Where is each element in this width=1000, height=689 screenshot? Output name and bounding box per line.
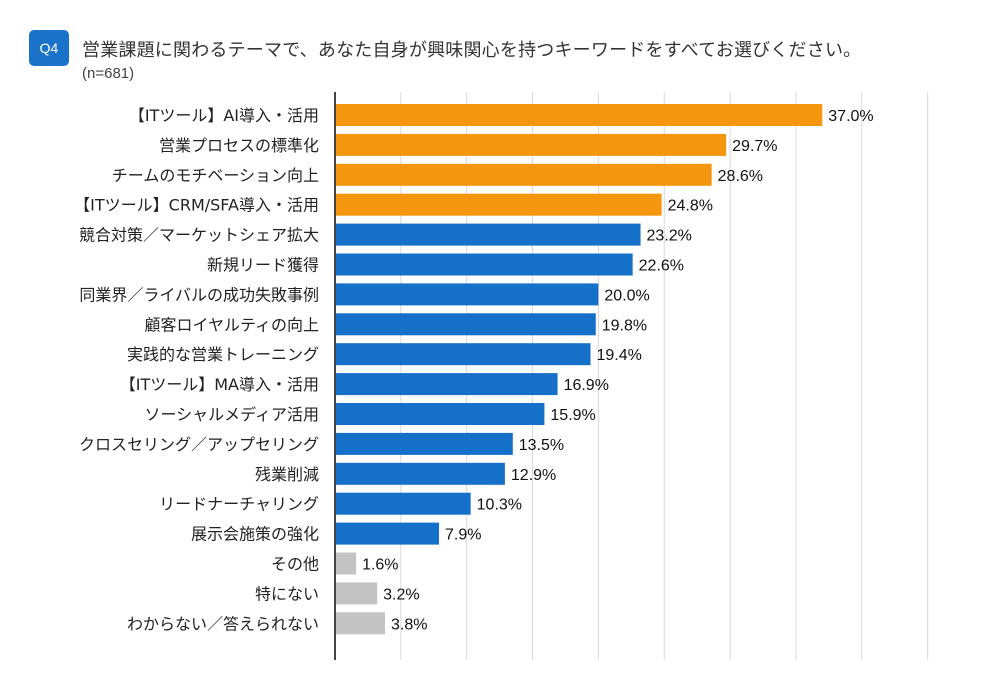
value-label: 16.9% [564, 377, 609, 394]
bar [335, 133, 727, 156]
value-label: 3.8% [391, 616, 427, 633]
bar [335, 462, 505, 485]
bar [335, 104, 823, 126]
bar [335, 612, 386, 635]
bar [335, 403, 545, 425]
value-label: 24.8% [668, 198, 713, 215]
value-label: 19.8% [602, 317, 647, 334]
value-label: 15.9% [550, 407, 595, 424]
question-title: 営業課題に関わるテーマで、あなた自身が興味関心を持つキーワードをすべてお選びくだ… [82, 40, 862, 61]
bar [335, 552, 357, 575]
bar [335, 283, 599, 306]
value-label: 1.6% [362, 557, 398, 574]
category-label: ソーシャルメディア活用 [144, 405, 319, 424]
category-label: リードナーチャリング [159, 495, 319, 514]
category-label: 同業界／ライバルの成功失敗事例 [79, 285, 319, 304]
bar [335, 522, 440, 545]
category-label: チームのモチベーション向上 [112, 166, 319, 185]
value-label: 29.7% [732, 138, 777, 155]
value-label: 3.2% [383, 586, 419, 603]
category-label: 展示会施策の強化 [191, 525, 319, 544]
category-label: 【ITツール】AI導入・活用 [129, 106, 319, 125]
bar [335, 432, 513, 455]
bar [335, 223, 641, 246]
bar [335, 193, 662, 216]
sample-size: (n=681) [82, 65, 135, 82]
category-label: クロスセリング／アップセリング [79, 435, 319, 454]
bar [335, 582, 378, 605]
value-label: 37.0% [828, 108, 873, 125]
category-label: 【ITツール】CRM/SFA導入・活用 [74, 196, 319, 215]
category-label: 特にない [255, 584, 319, 603]
value-label: 23.2% [647, 228, 692, 245]
value-label: 10.3% [477, 497, 522, 514]
bar [335, 163, 712, 186]
bar [335, 373, 558, 396]
category-label: 新規リード獲得 [207, 256, 319, 275]
bar [335, 343, 591, 366]
category-label: 残業削減 [255, 465, 319, 484]
bar [335, 253, 633, 276]
category-label: 実践的な営業トレーニング [127, 345, 319, 364]
bar [335, 492, 471, 515]
value-label: 20.0% [604, 287, 649, 304]
value-label: 12.9% [511, 467, 556, 484]
value-label: 13.5% [519, 437, 564, 454]
category-label: 顧客ロイヤルティの向上 [144, 315, 319, 334]
category-label: その他 [271, 555, 319, 574]
category-label: わからない／答えられない [127, 614, 319, 633]
category-label: 競合対策／マーケットシェア拡大 [79, 226, 319, 245]
bar [335, 313, 596, 336]
category-label: 営業プロセスの標準化 [159, 136, 319, 155]
value-label: 22.6% [639, 258, 684, 275]
value-label: 7.9% [445, 527, 481, 544]
value-label: 19.4% [596, 347, 641, 364]
question-number-badge: Q4 [29, 30, 69, 66]
category-label: 【ITツール】MA導入・活用 [120, 375, 319, 394]
value-label: 28.6% [718, 168, 763, 185]
